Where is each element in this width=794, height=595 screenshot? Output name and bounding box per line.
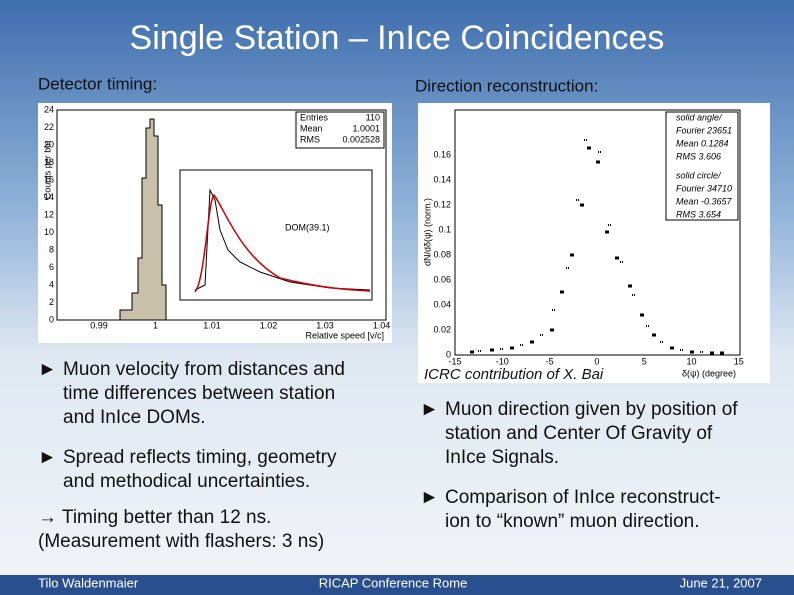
inset — [179, 169, 373, 301]
bullet-text: ion to “known” muon direction. — [445, 511, 700, 532]
bullet-text: Muon velocity from distances and — [63, 359, 345, 380]
bullet-text: station and Center Of Gravity of — [445, 423, 713, 444]
note-text: → Timing better than 12 ns. — [38, 507, 271, 528]
bullet-text: and InIce DOMs. — [63, 407, 206, 428]
y-label: Counts per bin — [42, 141, 52, 200]
note-text: (Measurement with flashers: 3 ns) — [38, 531, 324, 552]
x-tick-label: -15 — [448, 356, 461, 366]
bullet-marker: ► — [38, 359, 57, 380]
y-tick-label: 0.06 — [433, 274, 451, 284]
legend-text: Fourier 34710 — [676, 183, 732, 193]
plot-frame — [56, 109, 387, 321]
legend-text: Fourier 23651 — [676, 125, 732, 135]
legend-text: RMS 3.654 — [676, 209, 721, 219]
legend-text: solid angle/ — [676, 112, 723, 122]
points — [470, 146, 724, 355]
footer-date: June 21, 2007 — [680, 575, 762, 590]
y-tick-label: 0.02 — [433, 324, 451, 334]
y-tick-label: 24 — [44, 104, 54, 114]
stats-text: 110 — [366, 112, 380, 122]
bullet-text: and methodical uncertainties. — [63, 471, 310, 492]
y-tick-label: 0.1 — [438, 224, 451, 234]
bullet-text: Comparison of InIce reconstruct- — [445, 487, 721, 508]
y-tick-label: 16 — [44, 174, 54, 184]
y-tick-label: 0 — [49, 314, 54, 324]
heading: Direction reconstruction: — [415, 76, 598, 95]
legend-text: solid circle/ — [676, 170, 722, 180]
caption: ICRC contribution of X. Bai — [424, 366, 604, 383]
stats-box — [295, 111, 385, 149]
y-tick-label: 0.16 — [433, 149, 451, 159]
plot-frame — [454, 109, 741, 356]
y-tick-label: 10 — [44, 227, 54, 237]
legend-text: RMS 3.606 — [676, 151, 721, 161]
bullet-marker: ► — [420, 487, 439, 508]
y-tick-label: 2 — [49, 297, 54, 307]
x-tick-label: 15 — [734, 356, 744, 366]
y-tick-label: 14 — [44, 192, 54, 202]
heading: Detector timing: — [38, 74, 157, 93]
direction-plot: dN/dδ(ψ) (norm.) δ(ψ) (degree) ICRC cont… — [418, 103, 770, 383]
bullet-marker: ► — [38, 447, 57, 468]
x-tick-label: 1.01 — [203, 320, 221, 330]
y-tick-label: 12 — [44, 209, 54, 219]
footer-event: RICAP Conference Rome — [319, 575, 468, 590]
y-tick-label: 0.08 — [433, 249, 451, 259]
x-label: Relative speed [v/c] — [305, 330, 384, 340]
bullet-marker: ► — [420, 399, 439, 420]
y-tick-label: 0.14 — [433, 174, 451, 184]
inset-label: DOM(39.1) — [285, 222, 330, 232]
y-label: dN/dδ(ψ) (norm.) — [422, 198, 432, 266]
footer-bar — [0, 575, 794, 595]
y-tick-label: 20 — [44, 139, 54, 149]
y-tick-label: 18 — [44, 157, 54, 167]
y-tick-label: 22 — [44, 122, 54, 132]
y-tick-label: 0 — [446, 349, 451, 359]
footer-author: Tilo Waldenmaier — [38, 575, 139, 590]
stats-text: 0.002528 — [342, 134, 380, 144]
x-tick-label: 1.03 — [316, 320, 334, 330]
stats-text: RMS — [300, 134, 320, 144]
x-tick-label: 5 — [642, 356, 647, 366]
y-tick-label: 4 — [49, 279, 54, 289]
legend-text: Mean -0.3657 — [676, 196, 733, 206]
x-tick-label: 10 — [686, 356, 696, 366]
stats-text: 1.0001 — [352, 123, 380, 133]
bullet-text: time differences between station — [63, 383, 335, 404]
legend-text: Mean 0.1284 — [676, 138, 729, 148]
timing-plot: DOM(39.1) Counts per bin Relative speed … — [38, 103, 392, 343]
bullet-text: InIce Signals. — [445, 447, 559, 468]
x-tick-label: 1.02 — [260, 320, 278, 330]
inset-fit — [194, 193, 371, 293]
legend-box — [665, 111, 739, 221]
x-tick-label: -10 — [496, 356, 509, 366]
title: Single Station – InIce Coincidences — [130, 19, 665, 57]
x-tick-label: 0 — [594, 356, 599, 366]
x-tick-label: 1.04 — [373, 320, 391, 330]
bullet-text: Muon direction given by position of — [445, 399, 738, 420]
y-tick-label: 0.12 — [433, 199, 451, 209]
points — [478, 139, 704, 353]
y-tick-label: 0.04 — [433, 299, 451, 309]
x-tick-label: -5 — [546, 356, 554, 366]
bullet-text: Spread reflects timing, geometry — [63, 447, 337, 468]
y-tick-label: 6 — [49, 262, 54, 272]
y-tick-label: 8 — [49, 244, 54, 254]
x-tick-label: 1 — [153, 320, 158, 330]
stats-text: Mean — [300, 123, 323, 133]
histogram — [119, 118, 167, 321]
x-label: δ(ψ) (degree) — [682, 368, 736, 378]
x-tick-label: 0.99 — [90, 320, 108, 330]
stats-text: Entries — [300, 112, 329, 122]
